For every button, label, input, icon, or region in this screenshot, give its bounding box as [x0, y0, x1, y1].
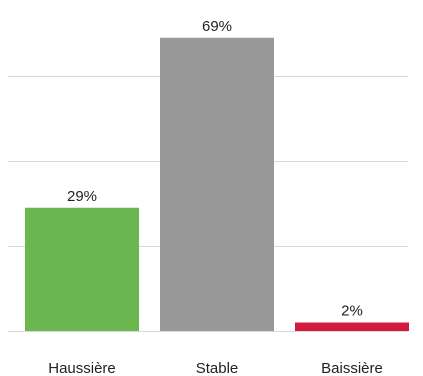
bar-stable — [160, 37, 274, 331]
data-labels: 29% 69% 2% — [67, 18, 363, 320]
category-label-stable: Stable — [196, 360, 239, 376]
category-labels: Haussière Stable Baissière — [48, 360, 383, 376]
data-label-haussiere: 29% — [67, 188, 97, 205]
data-label-stable: 69% — [202, 18, 232, 35]
category-label-baissiere: Baissière — [321, 360, 383, 376]
bar-haussiere — [25, 207, 139, 331]
category-label-haussiere: Haussière — [48, 360, 116, 376]
bars — [25, 37, 409, 331]
data-label-baissiere: 2% — [341, 303, 363, 320]
bar-baissiere — [295, 322, 409, 331]
